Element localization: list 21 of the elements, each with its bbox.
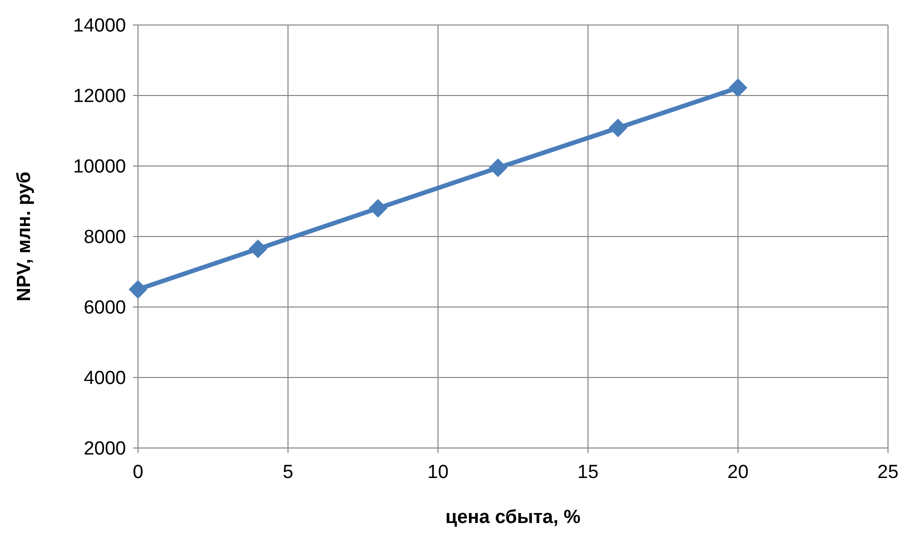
point — [728, 78, 748, 97]
y-axis-title: NPV, млн. руб — [14, 172, 35, 302]
x-tick-label: 20 — [727, 462, 749, 483]
point — [368, 199, 388, 218]
x-axis-title: цена сбыта, % — [445, 507, 581, 528]
x-tick-label: 5 — [282, 462, 294, 483]
y-tick-label: 10000 — [73, 156, 126, 178]
point — [608, 118, 628, 138]
x-tick-label: 10 — [427, 462, 449, 483]
point — [248, 240, 268, 258]
y-tick-label: 2000 — [84, 438, 126, 460]
x-tick-label: 25 — [877, 462, 899, 483]
y-tick-label: 12000 — [73, 86, 126, 108]
point — [488, 158, 508, 177]
x-tick-label: 0 — [132, 462, 144, 483]
x-tick-label: 15 — [577, 462, 599, 483]
y-tick-label: 8000 — [84, 227, 126, 248]
point — [128, 280, 148, 299]
y-tick-label: 4000 — [84, 368, 126, 390]
y-tick-label: 14000 — [73, 16, 126, 37]
y-tick-label: 6000 — [84, 298, 126, 319]
